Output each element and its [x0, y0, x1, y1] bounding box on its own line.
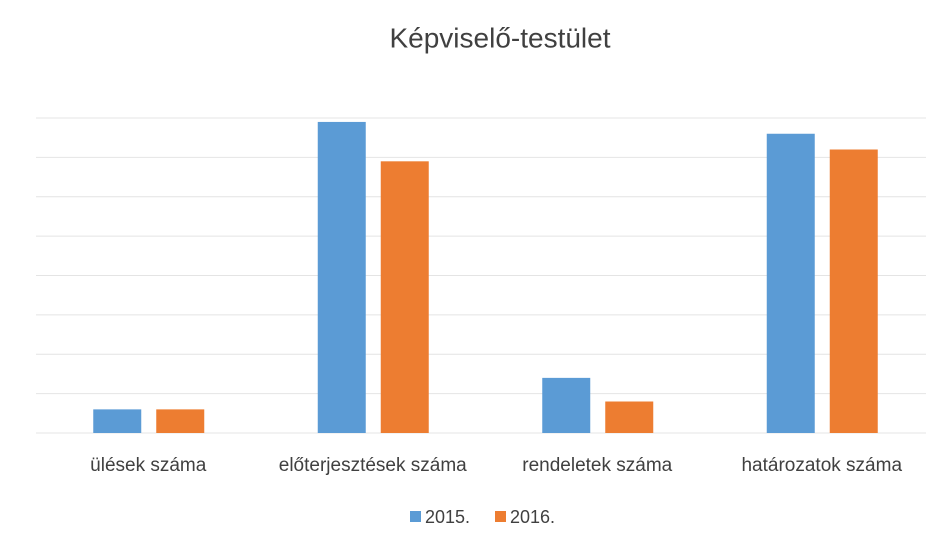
bar — [542, 377, 591, 433]
bar — [93, 409, 142, 433]
legend-swatch — [495, 511, 506, 522]
bar — [380, 161, 429, 433]
x-tick-label: előterjesztések száma — [279, 455, 467, 476]
chart-title: Képviselő-testület — [389, 22, 610, 53]
bar — [156, 409, 205, 433]
x-tick-label: ülések száma — [90, 455, 207, 476]
legend-swatch — [410, 511, 421, 522]
x-tick-label: határozatok száma — [741, 455, 902, 476]
x-tick-label: rendeletek száma — [522, 455, 672, 476]
bar — [317, 121, 366, 433]
bar — [766, 133, 815, 433]
legend-label: 2015. — [425, 507, 470, 527]
bar — [829, 149, 878, 433]
legend-label: 2016. — [510, 507, 555, 527]
bar — [605, 401, 654, 433]
